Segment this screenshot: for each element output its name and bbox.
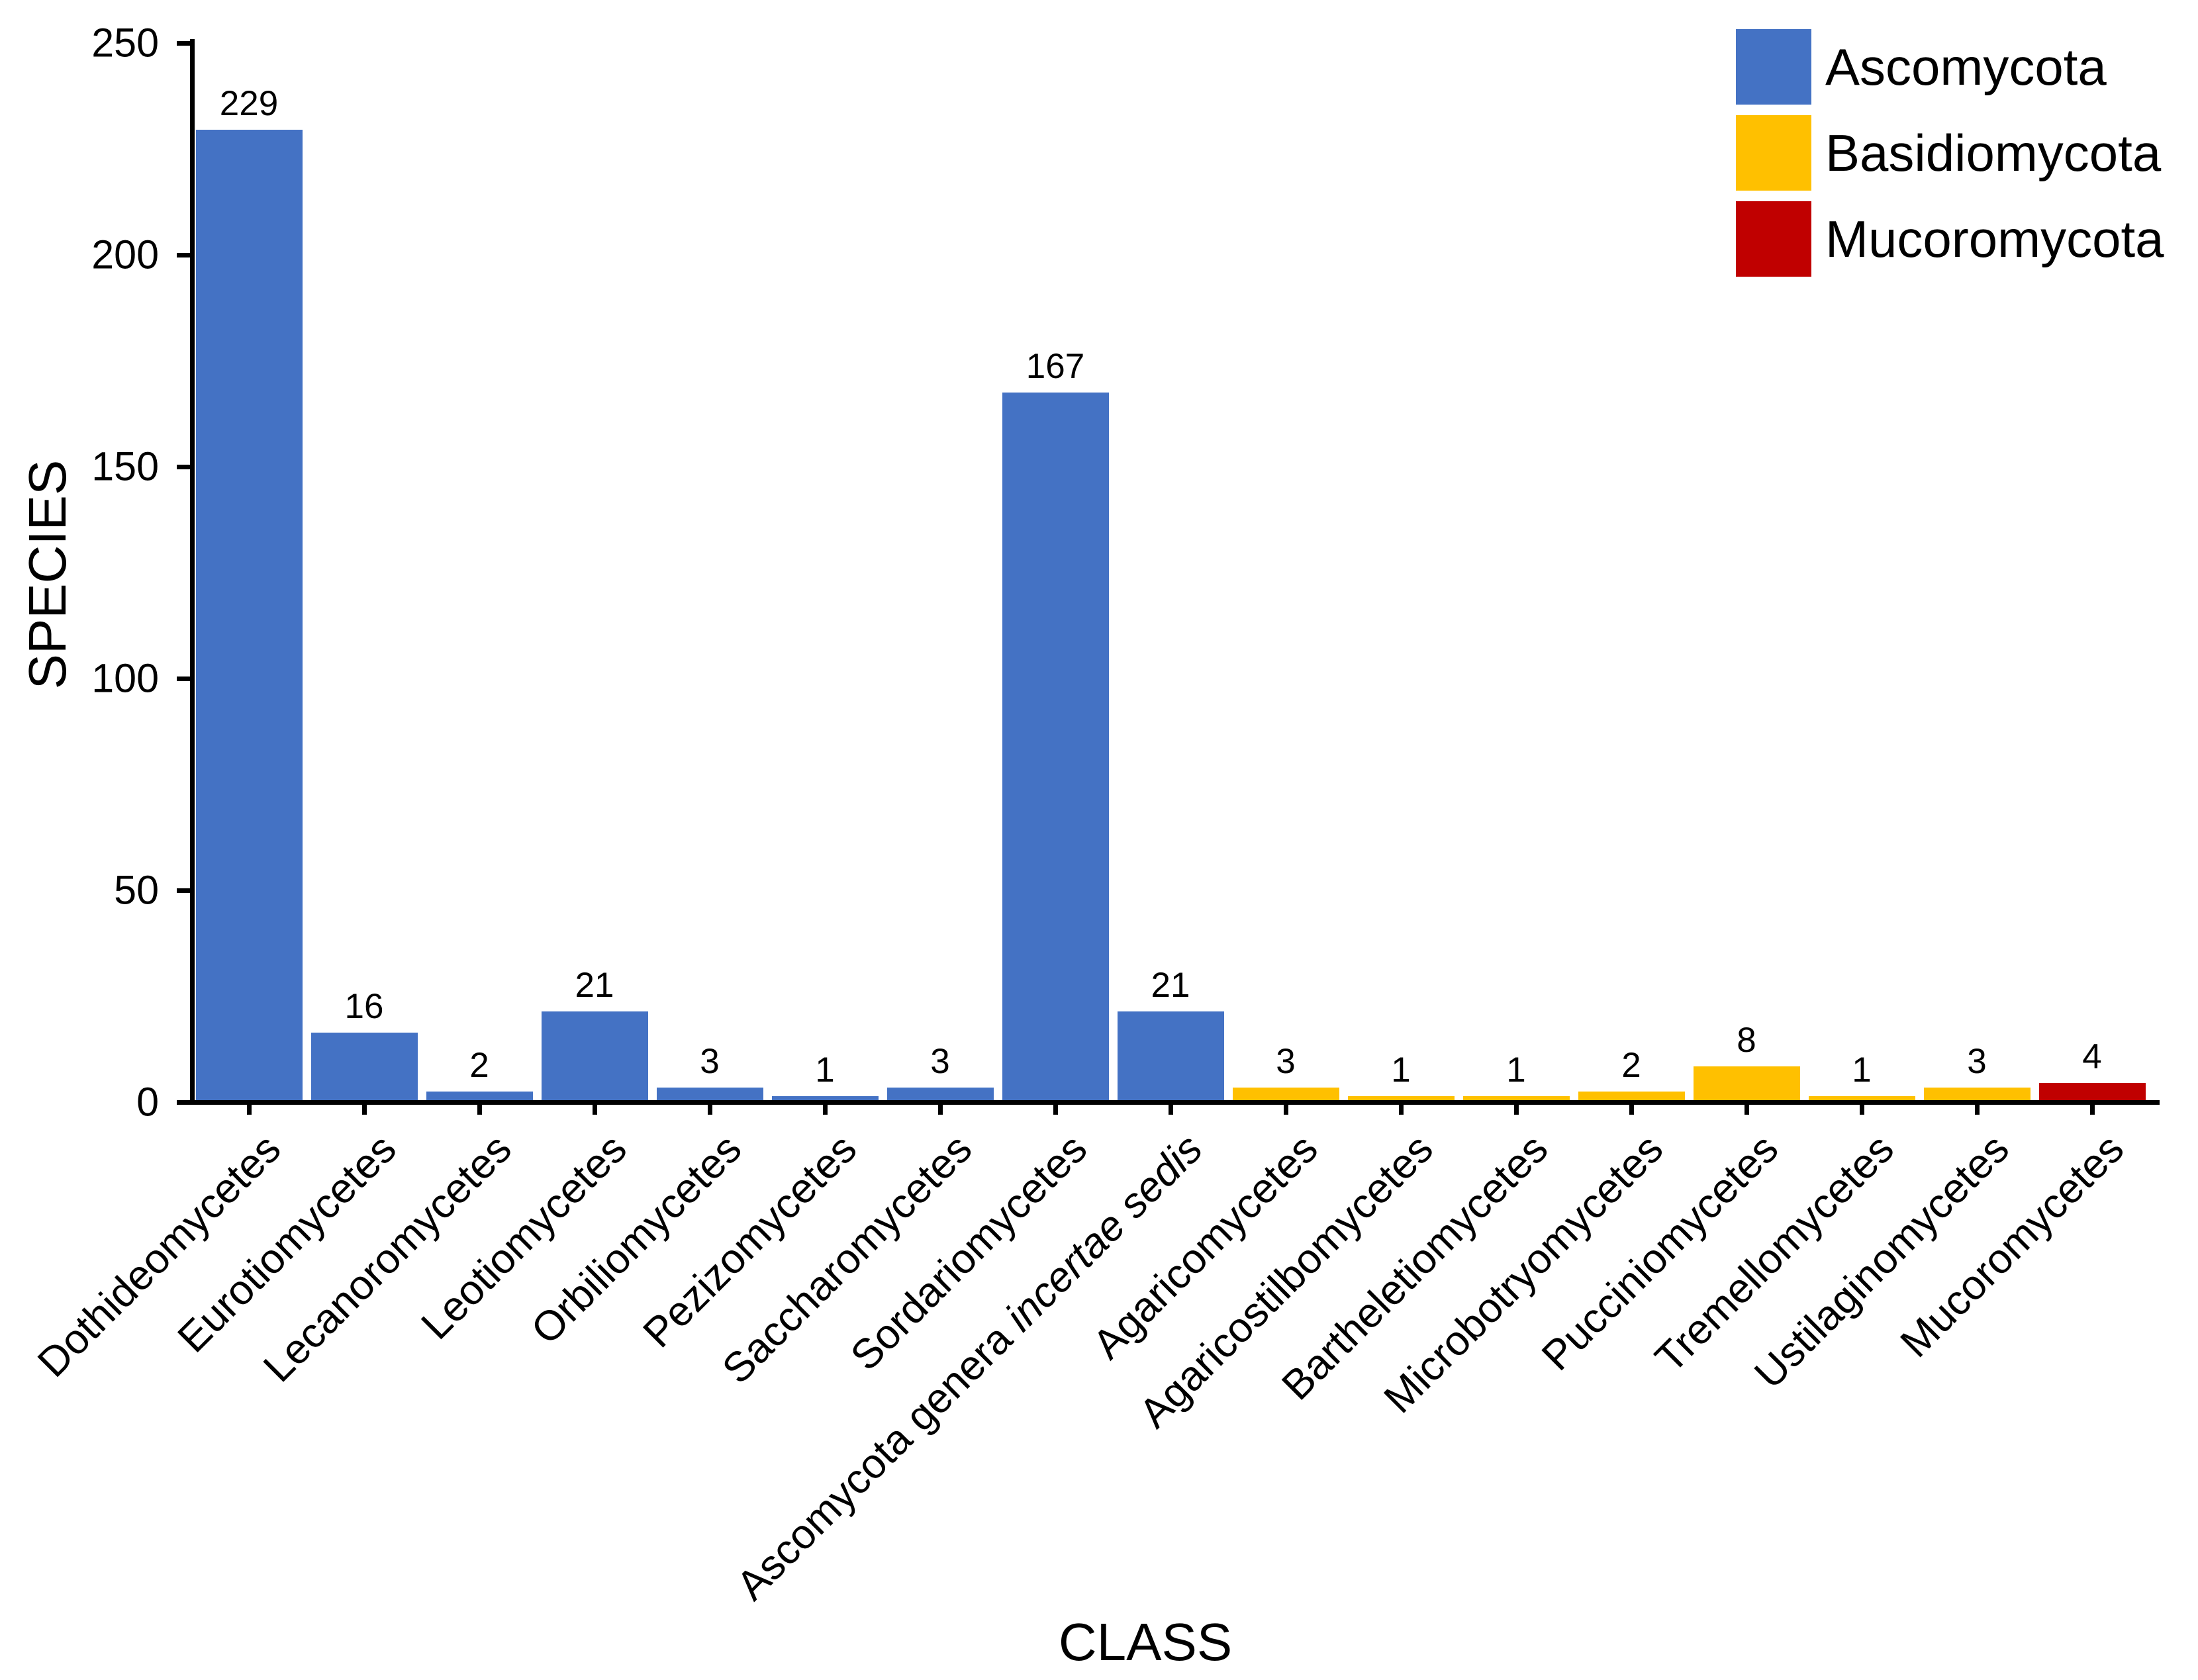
y-tick-label-0: 0 xyxy=(136,1079,159,1125)
x-tick-leotiomycetes xyxy=(593,1104,597,1115)
bar-tremellomycetes xyxy=(1809,1096,1915,1100)
value-label-ascomycota-genera-incertae-sedis: 21 xyxy=(1151,966,1190,1005)
x-tick-pezizomycetes xyxy=(823,1104,828,1115)
value-label-microbotryomycetes: 2 xyxy=(1621,1046,1641,1085)
bar-saccharomycetes xyxy=(887,1088,994,1100)
legend-swatch-mucoromycota xyxy=(1736,201,1811,277)
bar-mucoromycetes xyxy=(2039,1083,2146,1100)
legend-row-mucoromycota: Mucoromycota xyxy=(1736,201,2164,277)
x-tick-microbotryomycetes xyxy=(1629,1104,1634,1115)
bar-eurotiomycetes xyxy=(311,1033,418,1100)
x-tick-mucoromycetes xyxy=(2090,1104,2095,1115)
x-axis-line xyxy=(180,1100,2160,1105)
value-label-tremellomycetes: 1 xyxy=(1852,1050,1872,1090)
x-tick-agaricomycetes xyxy=(1284,1104,1288,1115)
x-tick-lecanoromycetes xyxy=(477,1104,482,1115)
bar-sordariomycetes xyxy=(1002,393,1109,1100)
y-tick-50 xyxy=(177,888,190,893)
bar-ascomycota-genera-incertae-sedis xyxy=(1118,1011,1224,1100)
y-tick-label-150: 150 xyxy=(91,443,159,489)
bar-leotiomycetes xyxy=(542,1011,648,1100)
legend-row-ascomycota: Ascomycota xyxy=(1736,29,2107,105)
y-tick-150 xyxy=(177,465,190,469)
y-axis-line xyxy=(190,39,195,1104)
value-label-saccharomycetes: 3 xyxy=(930,1042,950,1081)
y-tick-label-100: 100 xyxy=(91,655,159,701)
legend-swatch-basidiomycota xyxy=(1736,115,1811,191)
x-tick-eurotiomycetes xyxy=(362,1104,367,1115)
bar-dothideomycetes xyxy=(196,130,303,1100)
category-label-leotiomycetes: Leotiomycetes xyxy=(412,1125,636,1348)
value-label-pezizomycetes: 1 xyxy=(815,1050,835,1090)
bar-lecanoromycetes xyxy=(426,1092,533,1100)
y-tick-0 xyxy=(177,1100,190,1105)
bar-ustilaginomycetes xyxy=(1924,1088,2031,1100)
category-label-italic-part: incertae sedis xyxy=(996,1125,1212,1340)
y-tick-250 xyxy=(177,41,190,46)
value-label-ustilaginomycetes: 3 xyxy=(1967,1042,1987,1081)
value-label-agaricomycetes: 3 xyxy=(1276,1042,1296,1081)
legend-swatch-ascomycota xyxy=(1736,29,1811,105)
value-label-eurotiomycetes: 16 xyxy=(344,987,384,1026)
x-tick-agaricostilbomycetes xyxy=(1399,1104,1404,1115)
value-label-leotiomycetes: 21 xyxy=(575,966,614,1005)
x-tick-dothideomycetes xyxy=(247,1104,252,1115)
value-label-sordariomycetes: 167 xyxy=(1026,347,1085,386)
value-label-pucciniomycetes: 8 xyxy=(1737,1021,1756,1060)
bar-bartheletiomycetes xyxy=(1463,1096,1570,1100)
bar-agaricomycetes xyxy=(1233,1088,1339,1100)
x-tick-tremellomycetes xyxy=(1860,1104,1864,1115)
x-tick-orbiliomycetes xyxy=(708,1104,712,1115)
x-tick-sordariomycetes xyxy=(1053,1104,1058,1115)
y-tick-label-250: 250 xyxy=(91,20,159,66)
legend-label-mucoromycota: Mucoromycota xyxy=(1825,210,2164,268)
value-label-agaricostilbomycetes: 1 xyxy=(1391,1050,1411,1090)
bar-pezizomycetes xyxy=(772,1096,879,1100)
bar-pucciniomycetes xyxy=(1694,1066,1800,1100)
bar-microbotryomycetes xyxy=(1578,1092,1685,1100)
value-label-bartheletiomycetes: 1 xyxy=(1506,1050,1526,1090)
value-label-lecanoromycetes: 2 xyxy=(469,1046,489,1085)
x-tick-bartheletiomycetes xyxy=(1514,1104,1519,1115)
x-tick-pucciniomycetes xyxy=(1744,1104,1749,1115)
category-label-orbiliomycetes: Orbiliomycetes xyxy=(522,1125,751,1354)
y-axis-title: SPECIES xyxy=(18,459,77,690)
y-tick-label-200: 200 xyxy=(91,232,159,277)
bar-agaricostilbomycetes xyxy=(1348,1096,1455,1100)
y-tick-label-50: 50 xyxy=(114,867,159,913)
value-label-orbiliomycetes: 3 xyxy=(700,1042,720,1081)
legend-label-ascomycota: Ascomycota xyxy=(1825,38,2107,96)
x-tick-ascomycota-genera-incertae-sedis xyxy=(1169,1104,1173,1115)
legend-row-basidiomycota: Basidiomycota xyxy=(1736,115,2161,191)
y-tick-200 xyxy=(177,253,190,257)
bar-orbiliomycetes xyxy=(657,1088,763,1100)
x-tick-ustilaginomycetes xyxy=(1975,1104,1980,1115)
y-tick-100 xyxy=(177,677,190,681)
value-label-mucoromycetes: 4 xyxy=(2082,1037,2102,1076)
x-tick-saccharomycetes xyxy=(938,1104,943,1115)
x-axis-title: CLASS xyxy=(1058,1612,1233,1671)
value-label-dothideomycetes: 229 xyxy=(219,84,279,123)
category-label-pezizomycetes: Pezizomycetes xyxy=(634,1125,866,1357)
legend-label-basidiomycota: Basidiomycota xyxy=(1825,124,2162,182)
